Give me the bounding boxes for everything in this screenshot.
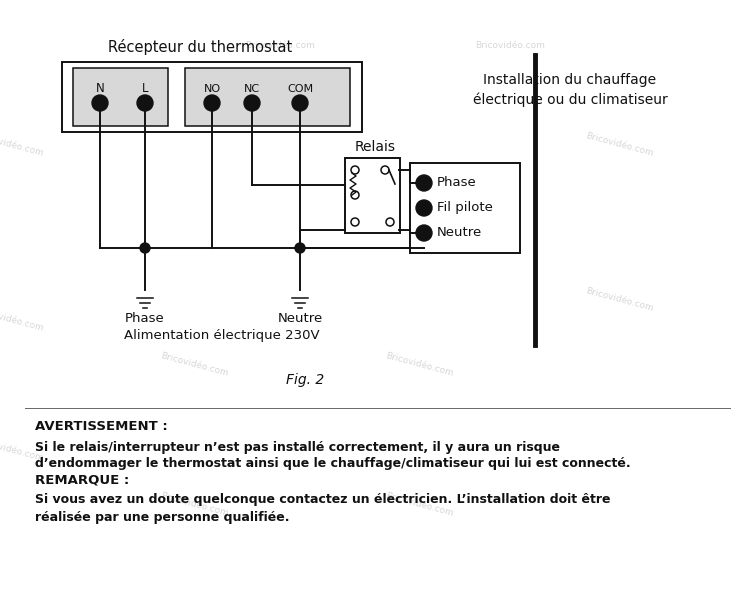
Text: Fil pilote: Fil pilote xyxy=(437,201,493,215)
Text: Bricovidéo.com: Bricovidéo.com xyxy=(475,40,545,49)
Text: Bricovidéo.com: Bricovidéo.com xyxy=(245,40,315,49)
Text: Neutre: Neutre xyxy=(278,311,322,325)
Text: Neutre: Neutre xyxy=(437,227,482,240)
Bar xyxy=(62,62,362,132)
Text: Relais: Relais xyxy=(355,140,395,154)
Text: Installation du chauffage
électrique ou du climatiseur: Installation du chauffage électrique ou … xyxy=(472,73,668,107)
Text: Fig. 2: Fig. 2 xyxy=(286,373,324,387)
Text: Bricovidéo.com: Bricovidéo.com xyxy=(160,352,230,379)
Bar xyxy=(345,158,400,233)
Bar xyxy=(410,163,520,253)
Text: COM: COM xyxy=(287,84,313,94)
Text: NC: NC xyxy=(244,84,260,94)
Text: Phase: Phase xyxy=(437,177,477,189)
Text: Bricovidéo.com: Bricovidéo.com xyxy=(385,492,455,519)
Text: Alimentation électrique 230V: Alimentation électrique 230V xyxy=(124,329,320,341)
Text: L: L xyxy=(142,82,148,96)
Text: N: N xyxy=(96,82,104,96)
Circle shape xyxy=(204,95,220,111)
Text: NO: NO xyxy=(203,84,220,94)
Text: REMARQUE :: REMARQUE : xyxy=(35,474,129,486)
Circle shape xyxy=(292,95,308,111)
Text: Bricovidéo.com: Bricovidéo.com xyxy=(385,352,455,379)
Circle shape xyxy=(92,95,108,111)
Text: Si vous avez un doute quelconque contactez un électricien. L’installation doit ê: Si vous avez un doute quelconque contact… xyxy=(35,493,610,507)
Text: Bricovidéo.com: Bricovidéo.com xyxy=(585,287,655,313)
Text: Bricovidéo.com: Bricovidéo.com xyxy=(0,436,45,463)
Circle shape xyxy=(416,225,432,241)
Circle shape xyxy=(244,95,260,111)
Bar xyxy=(185,68,350,126)
Bar xyxy=(73,68,168,126)
Text: Si le relais/interrupteur n’est pas installé correctement, il y aura un risque: Si le relais/interrupteur n’est pas inst… xyxy=(35,441,560,454)
Text: d’endommager le thermostat ainsi que le chauffage/climatiseur qui lui est connec: d’endommager le thermostat ainsi que le … xyxy=(35,457,631,469)
Text: Bricovidéo.com: Bricovidéo.com xyxy=(585,132,655,159)
Circle shape xyxy=(416,200,432,216)
Text: Récepteur du thermostat: Récepteur du thermostat xyxy=(108,39,292,55)
Text: Bricovidéo.com: Bricovidéo.com xyxy=(0,307,45,334)
Circle shape xyxy=(416,175,432,191)
Circle shape xyxy=(140,243,150,253)
Circle shape xyxy=(295,243,305,253)
Text: Bricovidéo.com: Bricovidéo.com xyxy=(160,492,230,519)
Text: réalisée par une personne qualifiée.: réalisée par une personne qualifiée. xyxy=(35,510,290,523)
Text: Bricovidéo.com: Bricovidéo.com xyxy=(0,132,45,159)
Text: AVERTISSEMENT :: AVERTISSEMENT : xyxy=(35,421,168,433)
Text: Phase: Phase xyxy=(125,311,165,325)
Circle shape xyxy=(137,95,153,111)
